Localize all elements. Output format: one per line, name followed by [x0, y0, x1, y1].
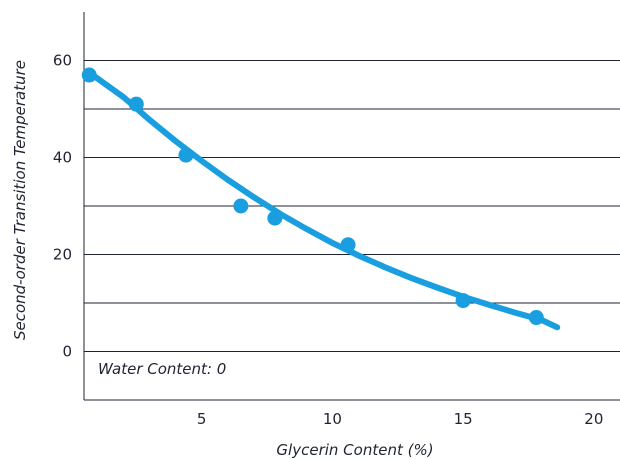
- data-points: [81, 67, 544, 326]
- data-point: [178, 147, 194, 163]
- y-axis-title: Second-order Transition Temperature: [11, 60, 29, 340]
- x-tick-label: 15: [454, 410, 473, 428]
- trend-line: [86, 69, 561, 331]
- y-tick-label: 20: [53, 246, 72, 264]
- data-point: [528, 310, 544, 326]
- data-point: [128, 96, 144, 112]
- x-tick-label: 10: [323, 410, 342, 428]
- y-tick-labels: 0 20 40 60: [53, 52, 72, 361]
- annotation-label: Water Content: 0: [98, 360, 226, 378]
- data-point: [340, 237, 356, 253]
- y-tick-label: 40: [53, 149, 72, 167]
- x-tick-label: 5: [197, 410, 207, 428]
- data-point: [267, 210, 283, 226]
- y-tick-label: 0: [62, 343, 72, 361]
- y-tick-label: 60: [53, 52, 72, 70]
- x-tick-labels: 5 10 15 20: [197, 410, 604, 428]
- x-tick-label: 20: [584, 410, 603, 428]
- data-point: [233, 198, 249, 214]
- data-point: [81, 67, 97, 83]
- data-point: [455, 293, 471, 309]
- grid-lines: [84, 60, 620, 352]
- x-axis-title: Glycerin Content (%): [276, 441, 433, 459]
